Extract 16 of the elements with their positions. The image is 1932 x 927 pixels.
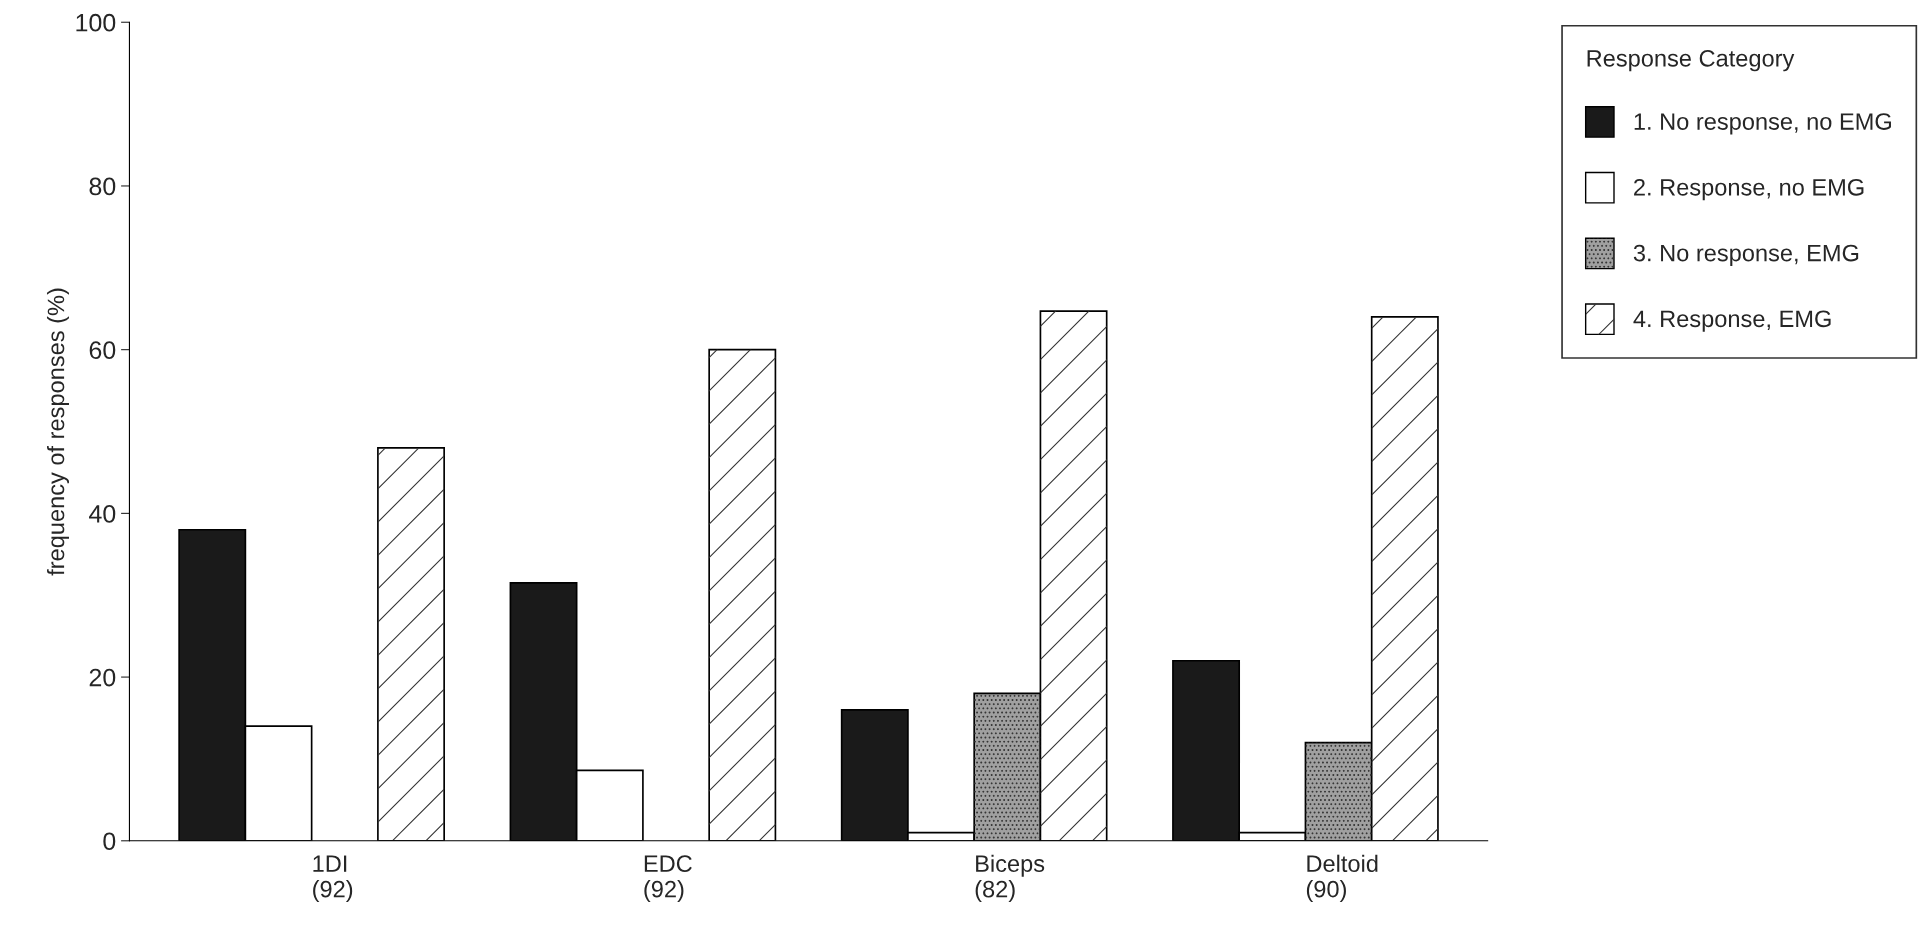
x-tick-label: EDC (92) (644, 855, 692, 903)
legend-label: 4. Response, EMG (1633, 310, 1831, 332)
x-tick-label: Deltoid (90) (1306, 854, 1378, 903)
y-axis-title: frequency of responses (%) (46, 288, 69, 576)
y-tick-label: 20 (89, 668, 116, 687)
y-tick-label: 40 (89, 504, 116, 523)
legend-title: Response Category (1587, 49, 1795, 72)
x-tick-label: 1DI (92) (313, 855, 353, 903)
legend-label: 1. No response, no EMG (1634, 113, 1891, 135)
y-tick-label: 100 (76, 13, 116, 32)
y-tick-label: 0 (103, 832, 116, 851)
y-tick-label: 80 (89, 177, 116, 196)
y-tick-label: 60 (89, 341, 116, 359)
legend-label: 2. Response, no EMG (1634, 178, 1864, 201)
x-tick-label: Biceps (82) (975, 854, 1045, 903)
legend-label: 3. No response, EMG (1633, 244, 1859, 267)
